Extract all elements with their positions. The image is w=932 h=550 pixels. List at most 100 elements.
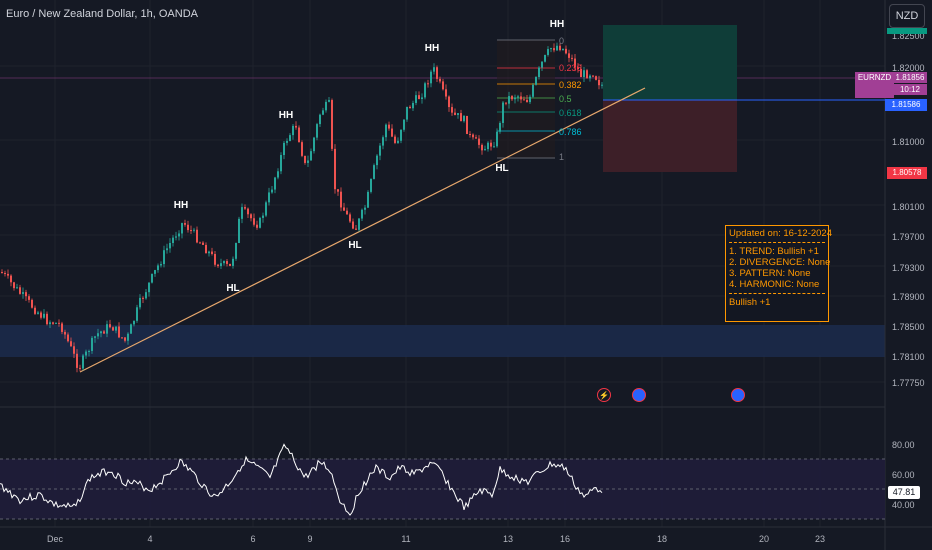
lightning-event-icon[interactable]: ⚡ [597, 388, 611, 402]
stop-loss-zone[interactable] [603, 100, 737, 172]
candle [310, 151, 312, 161]
candle [460, 113, 462, 122]
economic-event-icon[interactable] [731, 388, 745, 402]
candle [64, 331, 66, 335]
candle [271, 189, 273, 193]
candle [160, 264, 162, 266]
candle [337, 189, 339, 192]
candle [331, 100, 333, 149]
candle [319, 114, 321, 125]
wave-label-hl: HL [226, 283, 240, 294]
trend-line[interactable] [79, 87, 646, 373]
symbol-tag-bg [855, 72, 894, 98]
wave-label-hh: HH [549, 19, 565, 30]
candle [427, 83, 429, 85]
candle [208, 251, 210, 254]
candle [526, 99, 528, 103]
candle [139, 297, 141, 308]
time-axis-label: 13 [502, 534, 514, 544]
candle [217, 264, 219, 267]
candle [490, 142, 492, 147]
candle [97, 333, 99, 337]
candle [541, 61, 543, 68]
candle [466, 115, 468, 134]
candle [484, 149, 486, 151]
candle [376, 155, 378, 166]
candle [106, 324, 108, 334]
analysis-panel: Updated on: 16-12-2024 1. TREND: Bullish… [725, 225, 832, 322]
candle [367, 191, 369, 208]
candle [238, 218, 240, 244]
candle [445, 89, 447, 97]
candle [391, 128, 393, 137]
candle [112, 327, 114, 331]
candle [418, 95, 420, 100]
candle [127, 333, 129, 341]
candle [199, 242, 201, 244]
candle [262, 215, 264, 218]
candle [481, 144, 483, 151]
panel-divider [729, 293, 825, 294]
candle [232, 258, 234, 266]
candle [190, 230, 192, 232]
candle [388, 124, 390, 129]
candle [475, 137, 477, 139]
wave-label-hh: HH [424, 43, 440, 54]
candle [406, 106, 408, 120]
candle [268, 192, 270, 203]
candle [295, 125, 297, 128]
candle [19, 287, 21, 294]
candle [409, 106, 411, 109]
candle [94, 336, 96, 338]
candle [370, 178, 372, 192]
candle [532, 84, 534, 97]
candle [196, 229, 198, 243]
candle [244, 207, 246, 209]
take-profit-zone[interactable] [603, 25, 737, 100]
panel-harmonic: 4. HARMONIC: None [729, 279, 820, 290]
candle [511, 96, 513, 100]
candle [307, 160, 309, 163]
fib-level-label: 0.382 [559, 80, 582, 90]
fib-level-label: 0.236 [559, 63, 582, 73]
fib-level-label: 0 [559, 36, 565, 46]
fib-level-label: 0.5 [559, 94, 572, 104]
candle [325, 101, 327, 111]
candle [118, 326, 120, 338]
rsi-axis-label: 60.00 [892, 470, 915, 480]
candlesticks [1, 42, 603, 373]
demand-zone [0, 325, 885, 357]
candle [400, 129, 402, 141]
rsi-line [0, 443, 603, 516]
candle [487, 142, 489, 150]
candle [181, 223, 183, 234]
candle [595, 76, 597, 80]
candle [70, 341, 72, 347]
candle [172, 237, 174, 243]
candle [109, 324, 111, 328]
candle [289, 135, 291, 141]
candle [79, 367, 81, 369]
candle [517, 96, 519, 98]
candle [46, 313, 48, 325]
candle [436, 67, 438, 79]
price-axis-label: 1.78900 [892, 292, 925, 302]
candle [364, 207, 366, 210]
candle [58, 322, 60, 324]
candle [22, 292, 24, 294]
candle [142, 297, 144, 299]
candle [412, 102, 414, 109]
currency-button[interactable]: NZD [889, 4, 925, 28]
candle [91, 337, 93, 351]
candle [592, 75, 594, 77]
candle [55, 322, 57, 324]
candle [115, 326, 117, 331]
price-axis-label: 1.80100 [892, 202, 925, 212]
candle [514, 97, 516, 100]
economic-event-icon[interactable] [632, 388, 646, 402]
fib-retracement-box[interactable] [497, 40, 555, 158]
candle [247, 208, 249, 215]
candle [124, 337, 126, 341]
candle [175, 236, 177, 238]
